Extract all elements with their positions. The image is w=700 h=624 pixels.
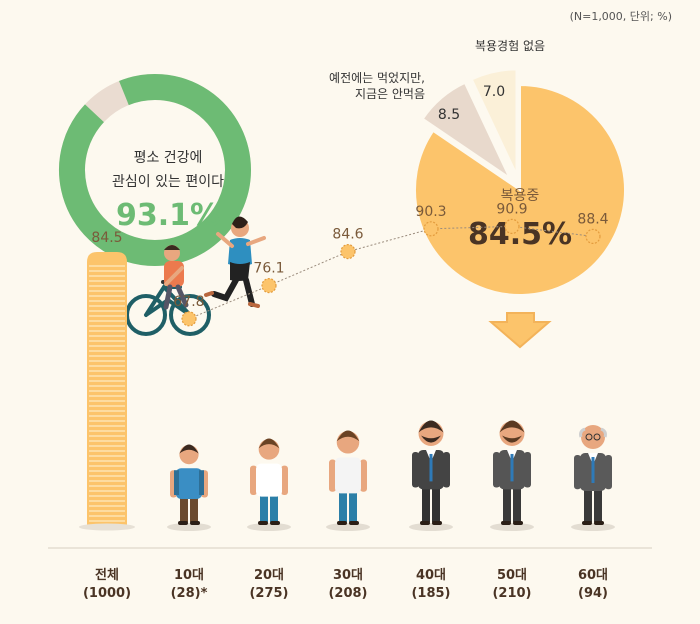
bar-shadow — [79, 523, 135, 531]
marker-40대 — [423, 221, 439, 237]
category-label-30대: 30대 — [333, 568, 363, 583]
figure-20대 — [247, 438, 291, 531]
unit-note: (N=1,000, 단위; %) — [569, 10, 672, 23]
value-label-30대: 84.6 — [332, 227, 363, 243]
value-label-60대: 88.4 — [577, 211, 608, 227]
value-label-40대: 90.3 — [415, 204, 446, 220]
marker-30대 — [340, 244, 356, 260]
marker-60대 — [585, 228, 601, 244]
marker-20대 — [261, 278, 277, 294]
donut-caption-line2: 관심이 있는 편이다 — [112, 174, 224, 190]
figure-60대 — [571, 425, 615, 531]
pie-slice-taking — [414, 83, 626, 296]
pie-chart: 복용중 84.5% 8.5 7.0 예전에는 먹었지만, 지금은 안먹음 복용경… — [329, 39, 626, 296]
donut-main-arc — [59, 74, 251, 266]
sample-size-30대: (208) — [328, 586, 367, 601]
pie-value-never: 7.0 — [483, 84, 505, 100]
sample-size-40대: (185) — [411, 586, 450, 601]
value-label-20대: 76.1 — [253, 261, 284, 277]
runner-illustration — [204, 216, 266, 308]
sample-size-10대: (28)* — [171, 586, 208, 601]
sample-size-20대: (275) — [249, 586, 288, 601]
value-label-50대: 90.9 — [496, 201, 527, 217]
marker-50대 — [504, 218, 520, 234]
pie-label-past-line1: 예전에는 먹었지만, — [329, 71, 425, 85]
category-label-40대: 40대 — [416, 568, 446, 583]
age-bar-chart: 84.5 전체 (1000) 67.8 10대 (28)* 76.1 20대 (275) 84.6… — [48, 201, 652, 601]
trend-line — [188, 225, 594, 320]
figure-50대 — [490, 420, 534, 531]
figure-10대 — [167, 444, 211, 531]
cyclist-illustration — [125, 245, 211, 336]
down-arrow-icon — [488, 312, 552, 349]
value-label-10대: 67.8 — [173, 294, 204, 310]
figure-30대 — [326, 430, 370, 531]
figure-40대 — [409, 420, 453, 531]
pie-slice-past — [421, 81, 513, 181]
pie-slice-never — [470, 68, 518, 175]
sample-size-전체: (1000) — [83, 586, 131, 601]
sample-size-50대: (210) — [492, 586, 531, 601]
bar-total — [87, 252, 127, 525]
category-label-20대: 20대 — [254, 568, 284, 583]
category-label-50대: 50대 — [497, 568, 527, 583]
pie-value-past: 8.5 — [438, 107, 460, 123]
category-label-10대: 10대 — [174, 568, 204, 583]
marker-10대 — [181, 311, 197, 327]
sample-size-60대: (94) — [578, 586, 608, 601]
donut-caption-line1: 평소 건강에 — [134, 150, 203, 166]
value-label-전체: 84.5 — [91, 230, 122, 246]
pie-label-past-line2: 지금은 안먹음 — [355, 87, 425, 101]
donut-value-label: 93.1% — [116, 198, 220, 233]
category-label-60대: 60대 — [578, 568, 608, 583]
pie-label-taking: 복용중 — [501, 188, 540, 204]
donut-chart: 평소 건강에 관심이 있는 편이다 93.1% — [59, 74, 251, 266]
category-label-전체: 전체 — [95, 567, 119, 583]
pie-value-taking: 84.5% — [468, 217, 572, 252]
pie-label-never: 복용경험 없음 — [475, 39, 545, 53]
